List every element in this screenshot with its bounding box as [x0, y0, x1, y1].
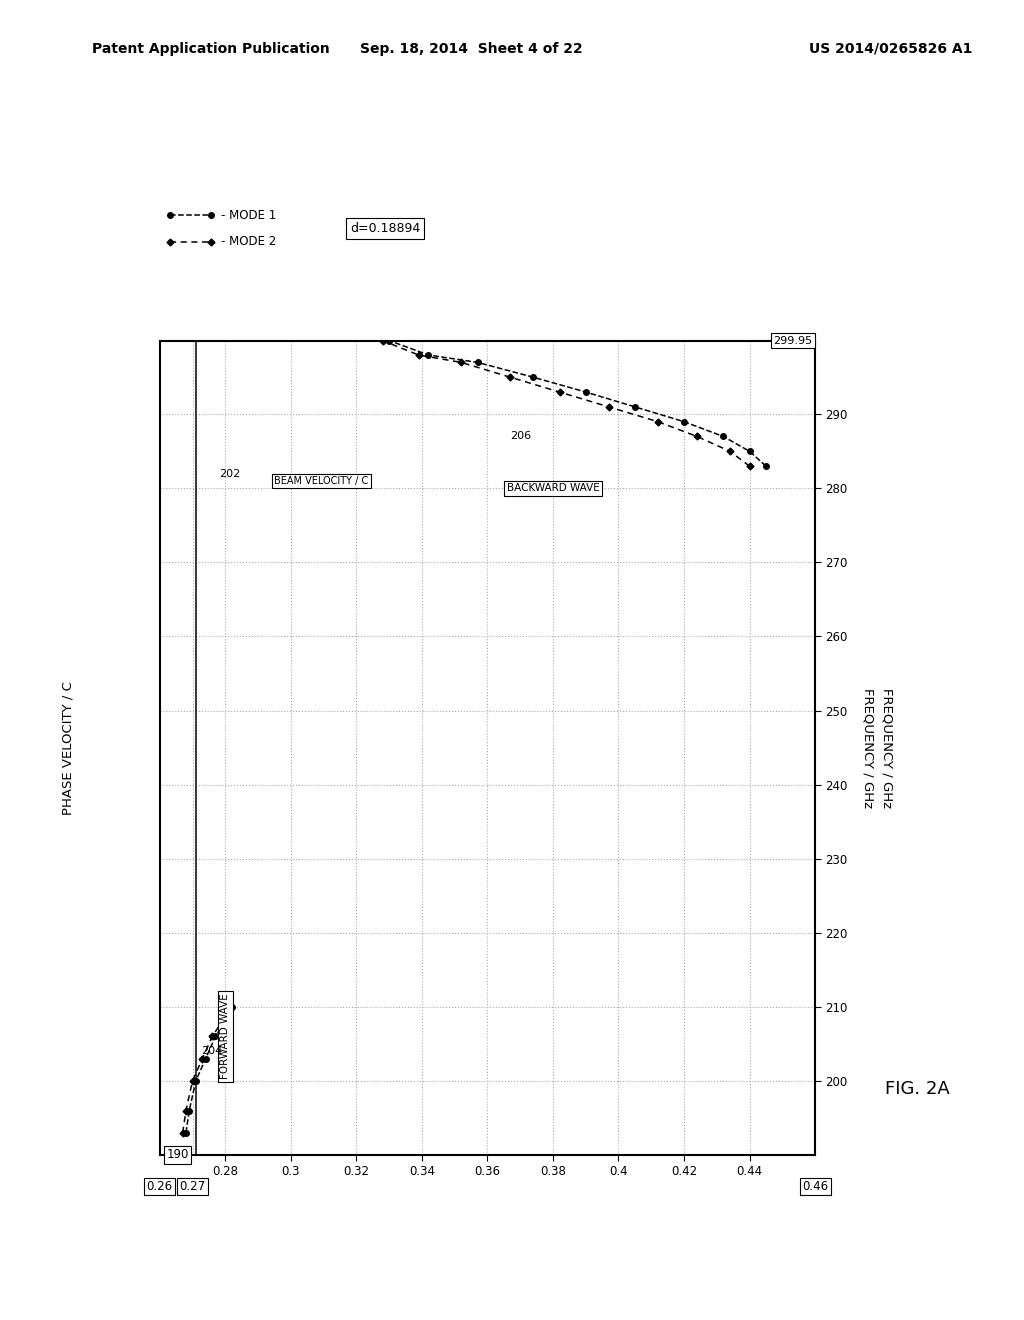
Text: d=0.18894: d=0.18894: [350, 222, 420, 235]
Text: 204: 204: [202, 1047, 223, 1056]
Text: - MODE 1: - MODE 1: [221, 209, 276, 222]
Text: 202: 202: [219, 469, 240, 479]
Text: PHASE VELOCITY / C: PHASE VELOCITY / C: [61, 681, 74, 814]
Text: 0.26: 0.26: [146, 1180, 173, 1193]
Text: US 2014/0265826 A1: US 2014/0265826 A1: [809, 42, 973, 55]
Text: 206: 206: [510, 432, 530, 441]
Text: - MODE 2: - MODE 2: [221, 235, 276, 248]
Text: FIG. 2A: FIG. 2A: [885, 1080, 950, 1098]
Text: BEAM VELOCITY / C: BEAM VELOCITY / C: [274, 477, 369, 486]
Text: 190: 190: [167, 1148, 189, 1162]
Y-axis label: FREQUENCY / GHz: FREQUENCY / GHz: [862, 688, 874, 808]
Text: FREQUENCY / GHz: FREQUENCY / GHz: [881, 688, 893, 808]
Text: Sep. 18, 2014  Sheet 4 of 22: Sep. 18, 2014 Sheet 4 of 22: [359, 42, 583, 55]
Text: 0.46: 0.46: [802, 1180, 828, 1193]
Text: BACKWARD WAVE: BACKWARD WAVE: [507, 483, 599, 494]
Text: Patent Application Publication: Patent Application Publication: [92, 42, 330, 55]
Text: 299.95: 299.95: [773, 335, 812, 346]
Text: 0.27: 0.27: [179, 1180, 206, 1193]
Text: FORWARD WAVE: FORWARD WAVE: [220, 994, 230, 1080]
